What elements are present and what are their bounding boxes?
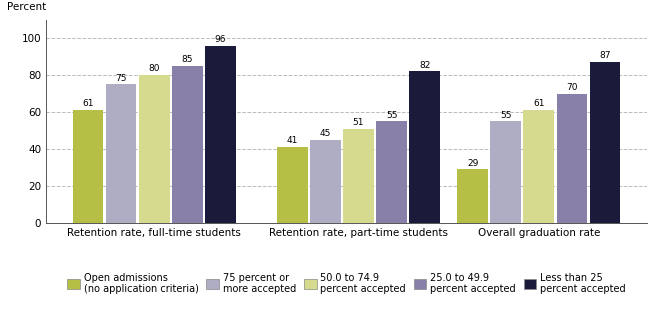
Legend: Open admissions
(no application criteria), 75 percent or
more accepted, 50.0 to : Open admissions (no application criteria… — [67, 273, 626, 294]
Bar — [589, 62, 620, 223]
Bar — [310, 140, 341, 223]
Bar — [409, 72, 440, 223]
Bar — [523, 110, 554, 223]
Text: 29: 29 — [467, 158, 478, 168]
Bar — [106, 84, 137, 223]
Bar — [457, 170, 488, 223]
Text: 82: 82 — [419, 61, 430, 70]
Text: 87: 87 — [599, 51, 610, 60]
Bar — [556, 93, 587, 223]
Text: Percent: Percent — [7, 2, 46, 11]
Text: 55: 55 — [500, 111, 512, 119]
Bar — [172, 66, 203, 223]
Text: 41: 41 — [286, 136, 298, 145]
Text: 61: 61 — [533, 99, 544, 109]
Text: 55: 55 — [386, 111, 397, 119]
Text: 70: 70 — [566, 83, 578, 92]
Bar — [139, 75, 170, 223]
Bar — [205, 46, 236, 223]
Bar — [376, 121, 407, 223]
Text: 85: 85 — [182, 55, 193, 64]
Bar — [73, 110, 104, 223]
Text: 80: 80 — [148, 64, 160, 73]
Bar — [277, 147, 308, 223]
Text: 45: 45 — [320, 129, 331, 138]
Text: 61: 61 — [82, 99, 94, 109]
Text: 75: 75 — [115, 73, 127, 83]
Text: 96: 96 — [214, 35, 226, 44]
Bar — [343, 129, 374, 223]
Bar — [490, 121, 521, 223]
Text: 51: 51 — [352, 118, 364, 127]
